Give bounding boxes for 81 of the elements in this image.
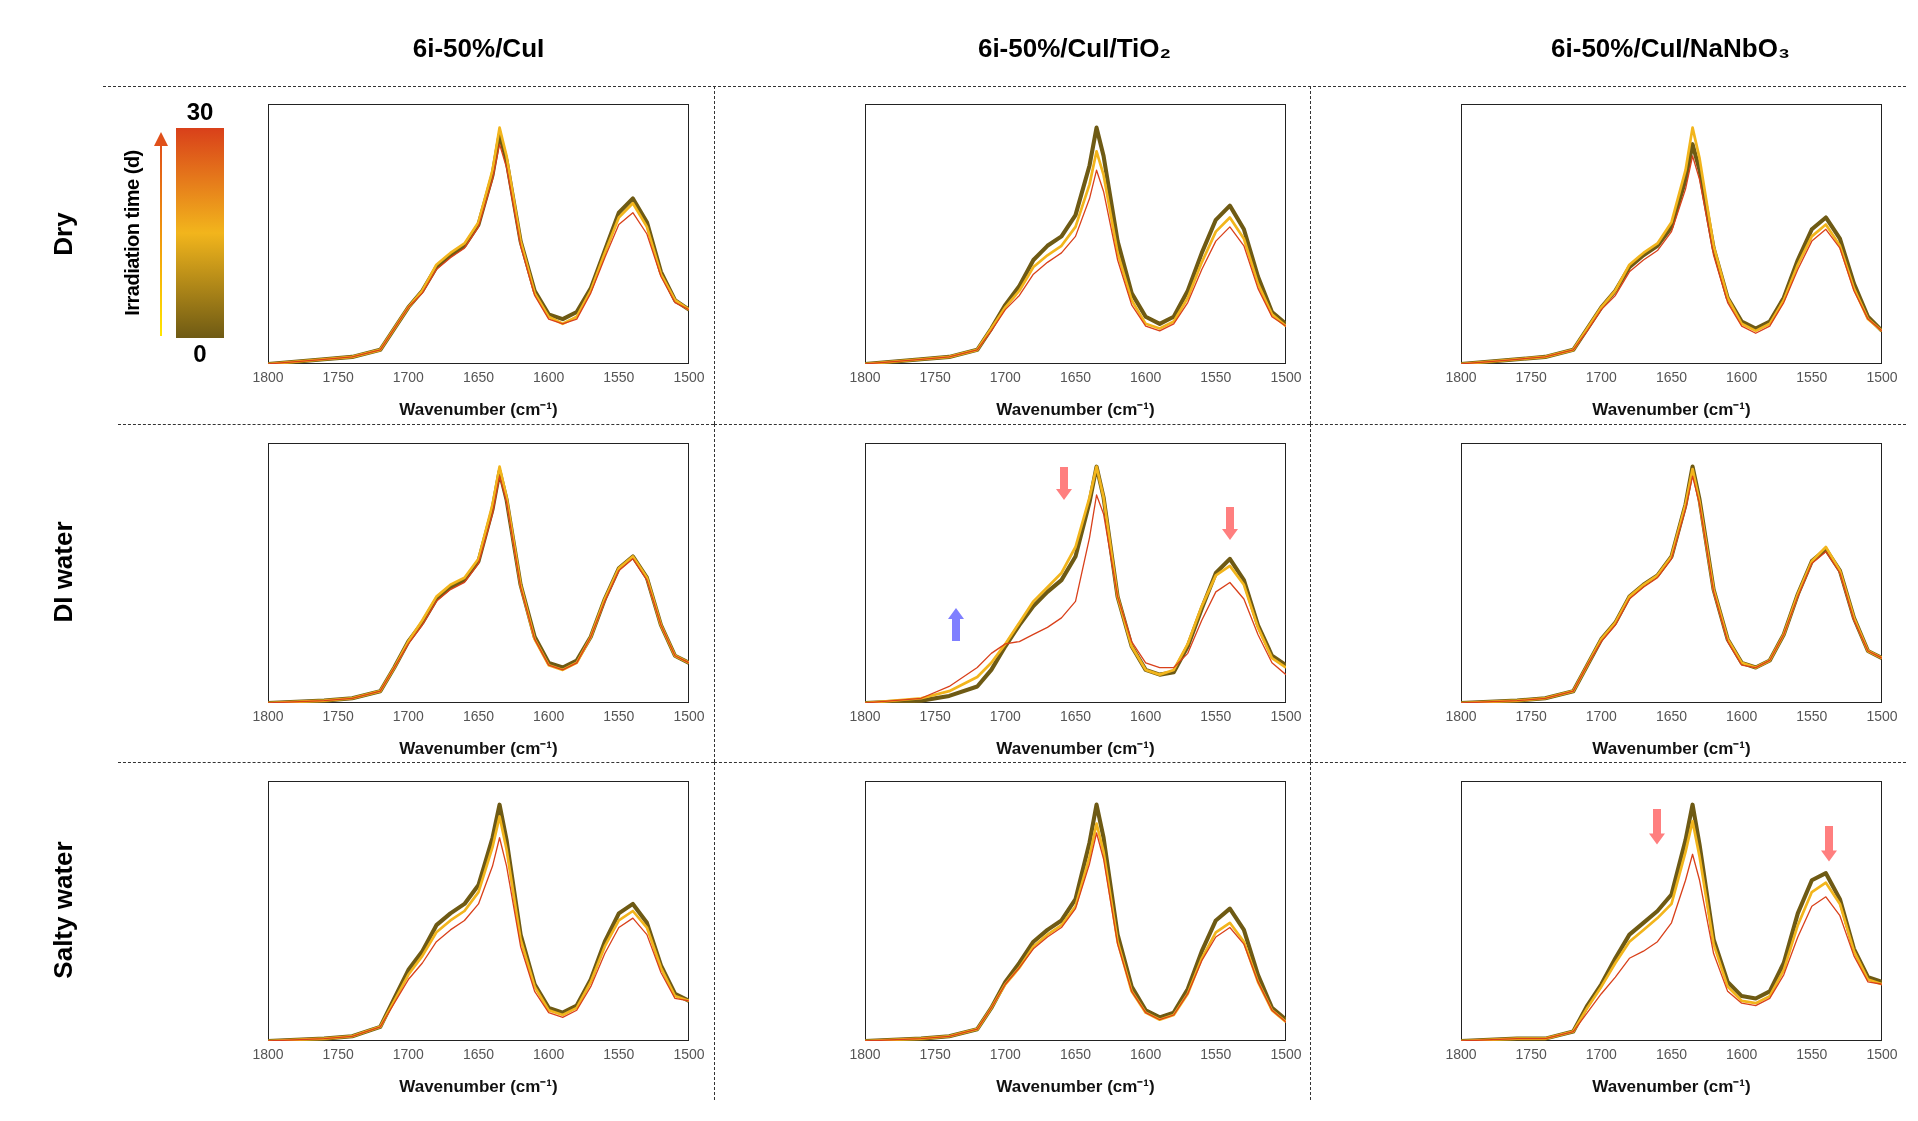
x-tick-label: 1550 bbox=[1200, 707, 1232, 724]
chart-title: 6i-50%/CuI bbox=[411, 33, 546, 64]
x-tick-label: 1700 bbox=[392, 368, 425, 385]
x-tick-label: 1650 bbox=[1059, 707, 1092, 724]
x-tick-label: 1600 bbox=[1130, 707, 1162, 724]
x-tick-label: 1800 bbox=[849, 707, 881, 724]
y-axis-title: Salty water bbox=[47, 840, 79, 981]
x-axis-title: Wavenumber (cm⁻¹) bbox=[996, 1077, 1155, 1096]
x-tick-label: 1800 bbox=[252, 1045, 284, 1062]
x-axis-title: Wavenumber (cm⁻¹) bbox=[1592, 739, 1751, 758]
color-bar-title: Irradiation time (d) bbox=[120, 149, 144, 318]
x-tick-label: 1800 bbox=[252, 368, 284, 385]
x-tick-label: 1750 bbox=[1515, 707, 1547, 724]
x-tick-label: 1500 bbox=[673, 368, 705, 385]
x-tick-label: 1750 bbox=[322, 1045, 354, 1062]
chart-title: 6i-50%/CuI/TiO₂ bbox=[976, 33, 1173, 64]
x-tick-label: 1500 bbox=[1866, 1045, 1898, 1062]
x-tick-label: 1550 bbox=[1796, 1045, 1828, 1062]
x-tick-label: 1650 bbox=[462, 368, 495, 385]
x-axis-title: Wavenumber (cm⁻¹) bbox=[1592, 1077, 1751, 1096]
x-tick-label: 1550 bbox=[603, 1045, 635, 1062]
x-tick-label: 1600 bbox=[1726, 368, 1758, 385]
x-tick-label: 1600 bbox=[533, 1045, 565, 1062]
color-bar-label: 0 bbox=[192, 340, 208, 368]
x-tick-label: 1650 bbox=[1655, 1045, 1688, 1062]
x-tick-label: 1700 bbox=[1585, 707, 1618, 724]
x-tick-label: 1650 bbox=[1059, 1045, 1092, 1062]
x-tick-label: 1800 bbox=[1445, 707, 1477, 724]
x-tick-label: 1650 bbox=[462, 1045, 495, 1062]
x-tick-label: 1750 bbox=[1515, 368, 1547, 385]
x-tick-label: 1750 bbox=[322, 707, 354, 724]
x-tick-label: 1600 bbox=[533, 707, 565, 724]
x-tick-label: 1500 bbox=[673, 1045, 705, 1062]
x-tick-label: 1550 bbox=[603, 368, 635, 385]
x-tick-label: 1700 bbox=[1585, 368, 1618, 385]
x-axis-title: Wavenumber (cm⁻¹) bbox=[996, 400, 1155, 419]
x-tick-label: 1700 bbox=[989, 707, 1022, 724]
x-axis-title: Wavenumber (cm⁻¹) bbox=[996, 739, 1155, 758]
x-tick-label: 1650 bbox=[1059, 368, 1092, 385]
x-tick-label: 1800 bbox=[252, 707, 284, 724]
color-bar-label: 30 bbox=[185, 98, 215, 126]
x-tick-label: 1600 bbox=[533, 368, 565, 385]
x-tick-label: 1700 bbox=[989, 368, 1022, 385]
x-axis-title: Wavenumber (cm⁻¹) bbox=[399, 1077, 558, 1096]
x-tick-label: 1750 bbox=[919, 1045, 951, 1062]
x-tick-label: 1750 bbox=[919, 368, 951, 385]
x-tick-label: 1500 bbox=[1866, 707, 1898, 724]
x-tick-label: 1650 bbox=[1655, 368, 1688, 385]
x-tick-label: 1600 bbox=[1130, 1045, 1162, 1062]
x-tick-label: 1500 bbox=[1270, 707, 1302, 724]
x-tick-label: 1550 bbox=[1796, 707, 1828, 724]
chart-title: 6i-50%/CuI/NaNbO₃ bbox=[1550, 33, 1791, 64]
x-tick-label: 1800 bbox=[1445, 368, 1477, 385]
x-tick-label: 1500 bbox=[1270, 1045, 1302, 1062]
y-axis-title: Dry bbox=[47, 211, 79, 258]
x-tick-label: 1550 bbox=[1200, 1045, 1232, 1062]
x-tick-label: 1550 bbox=[1200, 368, 1232, 385]
x-tick-label: 1750 bbox=[1515, 1045, 1547, 1062]
x-tick-label: 1650 bbox=[462, 707, 495, 724]
x-tick-label: 1700 bbox=[392, 1045, 425, 1062]
x-tick-label: 1600 bbox=[1726, 707, 1758, 724]
x-tick-label: 1500 bbox=[1866, 368, 1898, 385]
x-tick-label: 1700 bbox=[989, 1045, 1022, 1062]
x-tick-label: 1700 bbox=[1585, 1045, 1618, 1062]
x-tick-label: 1800 bbox=[1445, 1045, 1477, 1062]
x-axis-title: Wavenumber (cm⁻¹) bbox=[399, 739, 558, 758]
x-tick-label: 1600 bbox=[1130, 368, 1162, 385]
x-tick-label: 1500 bbox=[1270, 368, 1302, 385]
x-axis-title: Wavenumber (cm⁻¹) bbox=[399, 400, 558, 419]
x-tick-label: 1500 bbox=[673, 707, 705, 724]
y-axis-title: DI water bbox=[47, 520, 79, 625]
x-tick-label: 1550 bbox=[603, 707, 635, 724]
x-tick-label: 1800 bbox=[849, 1045, 881, 1062]
x-tick-label: 1700 bbox=[392, 707, 425, 724]
x-tick-label: 1750 bbox=[919, 707, 951, 724]
x-axis-title: Wavenumber (cm⁻¹) bbox=[1592, 400, 1751, 419]
x-tick-label: 1600 bbox=[1726, 1045, 1758, 1062]
x-tick-label: 1800 bbox=[849, 368, 881, 385]
x-tick-label: 1550 bbox=[1796, 368, 1828, 385]
x-tick-label: 1750 bbox=[322, 368, 354, 385]
x-tick-label: 1650 bbox=[1655, 707, 1688, 724]
